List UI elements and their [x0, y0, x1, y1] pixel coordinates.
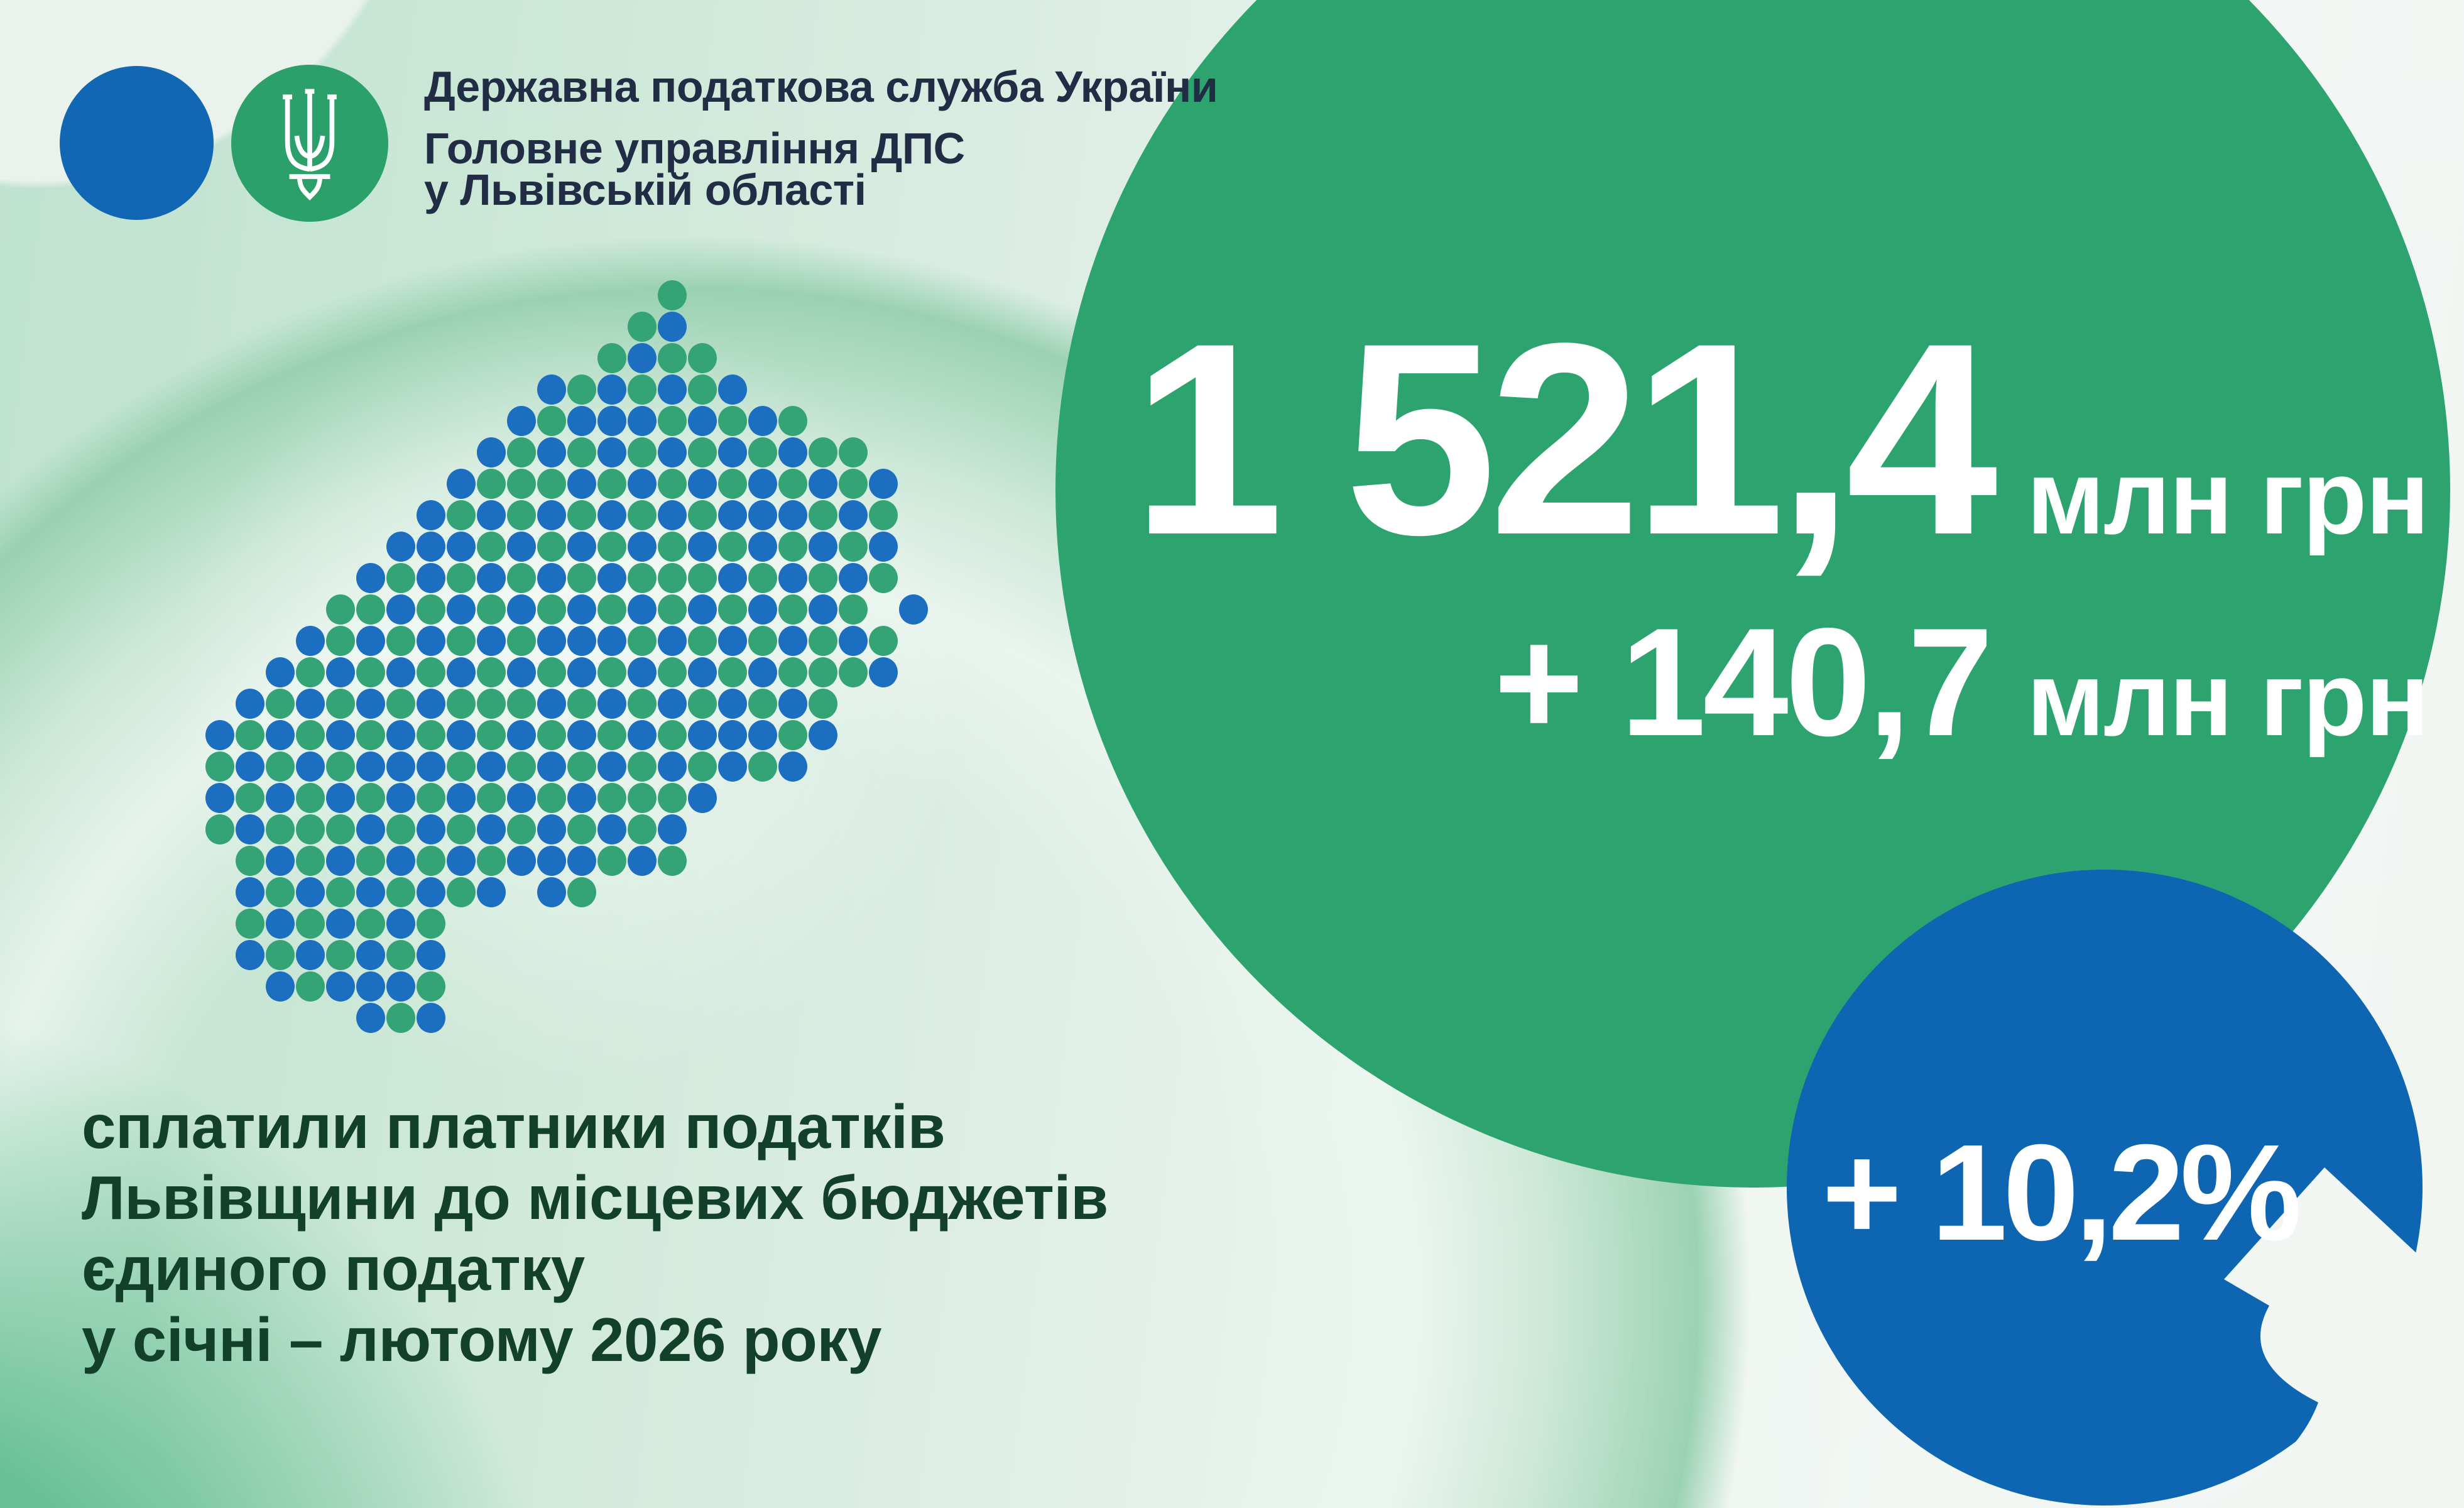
office-name: Головне управління ДПС у Львівській обла… — [424, 124, 1218, 214]
delta-row: + 140,7 млн грн — [1494, 605, 2429, 776]
caption-line: у січні – лютому 2026 року — [82, 1305, 881, 1374]
total-amount: 1 521,4 — [1131, 287, 1998, 592]
arrow-up-icon — [2198, 1167, 2464, 1508]
total-row: 1 521,4 млн грн — [1132, 303, 2429, 634]
growth-percent-badge — [1787, 870, 2464, 1508]
region-dot-map — [205, 280, 928, 1033]
caption-line: Львівщини до місцевих бюджетів — [82, 1163, 1108, 1232]
caption-line: єдиного податку — [82, 1234, 585, 1303]
office-name-line1: Головне управління ДПС — [424, 124, 965, 173]
total-unit: млн грн — [2026, 438, 2429, 556]
logo-circle-blue — [60, 66, 214, 220]
caption-block: сплатили платники податків Львівщини до … — [82, 1091, 1108, 1375]
org-name: Державна податкова служба України — [424, 62, 1218, 111]
percent-change: + 10,2% — [1822, 1117, 2302, 1269]
trident-icon — [283, 89, 337, 200]
office-name-line2: у Львівській області — [424, 165, 866, 214]
delta-unit: млн грн — [2026, 640, 2429, 758]
caption-line: сплатили платники податків — [82, 1092, 946, 1161]
delta-amount: + 140,7 — [1493, 596, 1993, 768]
header-block: Державна податкова служба України Головн… — [424, 62, 1218, 214]
logo-circle-green — [231, 65, 388, 222]
